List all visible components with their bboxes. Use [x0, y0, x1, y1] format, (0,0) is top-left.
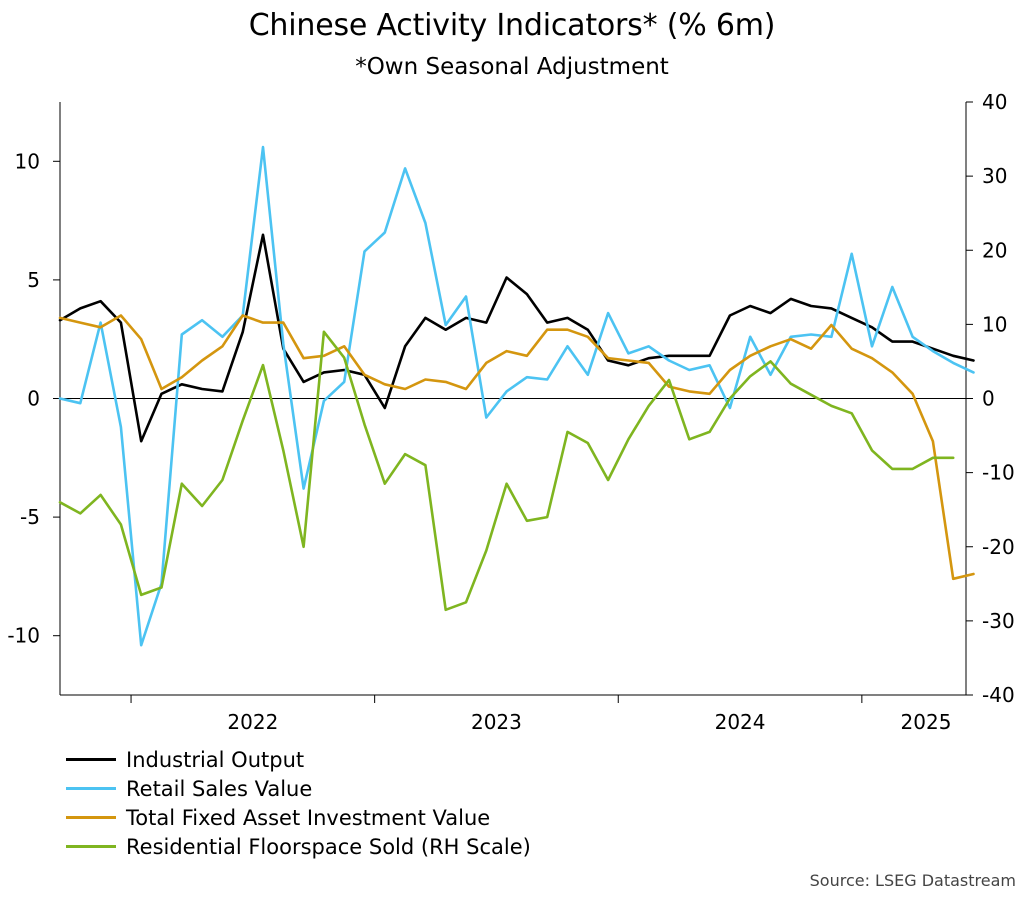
right-tick-label: -20	[982, 535, 1015, 559]
x-tick-label: 2025	[901, 710, 952, 734]
source-note: Source: LSEG Datastream	[809, 871, 1016, 890]
right-tick-label: 40	[982, 90, 1007, 114]
right-tick-label: -10	[982, 461, 1015, 485]
tick-labels: -10 -5 0 5 10 -40 -30 -20 -10 0 10 20 30 40 2022 2023 20…	[7, 90, 1014, 734]
chart-subtitle: *Own Seasonal Adjustment	[355, 54, 669, 80]
chart-title: Chinese Activity Indicators* (% 6m)	[248, 8, 776, 43]
series-line-industrial-output	[58, 233, 975, 443]
x-tick-label: 2024	[715, 710, 766, 734]
right-tick-label: -30	[982, 609, 1015, 633]
series-lines	[58, 145, 975, 647]
legend-label-fixed-asset: Total Fixed Asset Investment Value	[126, 805, 491, 830]
left-tick-label: -5	[20, 505, 40, 529]
right-tick-label: 0	[982, 387, 995, 411]
x-tick-label: 2022	[227, 710, 278, 734]
left-tick-label: 5	[27, 268, 40, 292]
series-line-fixed-asset	[58, 314, 975, 581]
line-chart: -10 -5 0 5 10 -40 -30 -20 -10 0 10 20 30 40 2022 2023 20…	[7, 90, 1014, 734]
legend-item-retail-sales: Retail Sales Value	[66, 774, 531, 803]
series-line-retail-sales	[58, 145, 975, 647]
legend: Industrial Output Retail Sales Value Tot…	[66, 745, 531, 861]
x-tick-label: 2023	[471, 710, 522, 734]
legend-label-floorspace: Residential Floorspace Sold (RH Scale)	[126, 834, 531, 859]
right-tick-label: 10	[982, 312, 1007, 336]
right-tick-label: -40	[982, 683, 1015, 707]
left-tick-label: 0	[27, 387, 40, 411]
legend-swatch-industrial-output	[66, 758, 116, 761]
left-tick-label: 10	[15, 149, 40, 173]
series-line-floorspace	[58, 330, 955, 612]
legend-item-floorspace: Residential Floorspace Sold (RH Scale)	[66, 832, 531, 861]
legend-item-fixed-asset: Total Fixed Asset Investment Value	[66, 803, 531, 832]
legend-label-industrial-output: Industrial Output	[126, 747, 305, 772]
right-tick-label: 20	[982, 238, 1007, 262]
legend-item-industrial-output: Industrial Output	[66, 745, 531, 774]
legend-swatch-retail-sales	[66, 787, 116, 790]
legend-label-retail-sales: Retail Sales Value	[126, 776, 313, 801]
right-tick-label: 30	[982, 164, 1007, 188]
legend-swatch-fixed-asset	[66, 816, 116, 819]
legend-swatch-floorspace	[66, 845, 116, 848]
axes	[53, 101, 973, 703]
left-tick-label: -10	[7, 624, 40, 648]
